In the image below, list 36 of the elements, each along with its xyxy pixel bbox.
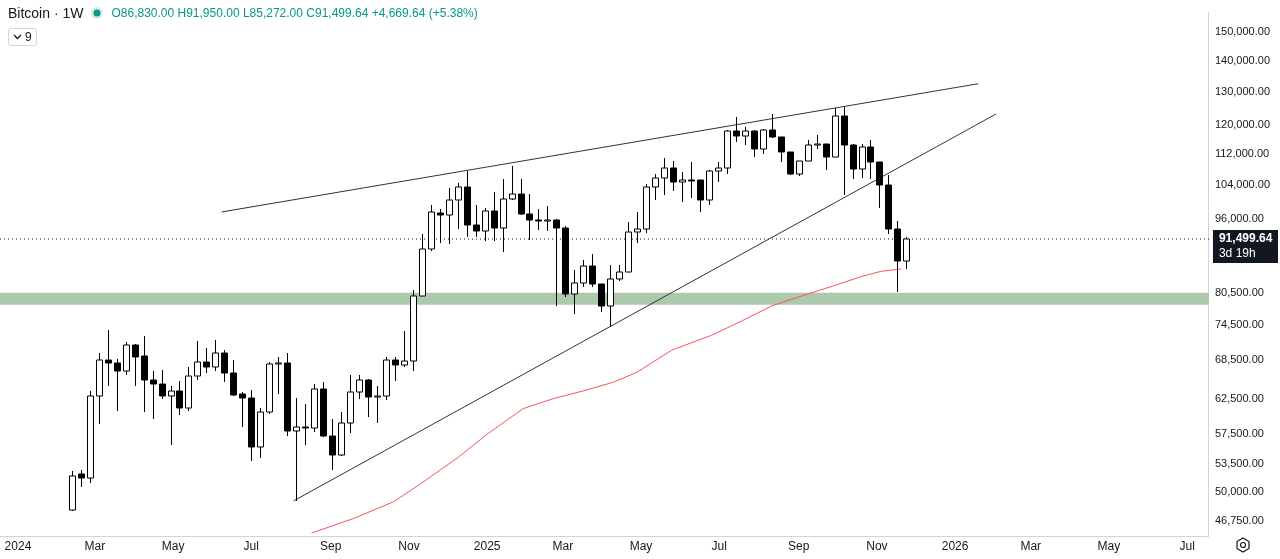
x-tick-label: Jul: [1179, 539, 1195, 554]
y-tick-label: 96,000.00: [1214, 211, 1264, 224]
x-tick-label: Mar: [1020, 539, 1042, 554]
annotation: 9: [25, 30, 32, 44]
chart-subtitle: O86,830.00 H91,950.00 L85,272.00 C91,499.64 +4,669.64 (+5.38%): [111, 6, 478, 20]
ref-line-label: 91,499.64: [1218, 231, 1273, 246]
x-tick-label: Jul: [243, 539, 259, 554]
x-tick-label: May: [161, 539, 185, 554]
x-tick-label: Mar: [552, 539, 574, 554]
text: 3d 19h: [1218, 246, 1256, 261]
y-tick-label: 140,000.00: [1214, 53, 1271, 66]
x-tick-label: Sep: [788, 539, 810, 554]
y-tick-label: 104,000.00: [1214, 178, 1271, 191]
y-tick-label: 68,500.00: [1214, 353, 1264, 366]
y-tick-label: 62,500.00: [1214, 391, 1264, 404]
x-tick-label: Mar: [84, 539, 106, 554]
x-tick-label: Sep: [320, 539, 342, 554]
y-tick-label: 53,500.00: [1214, 457, 1264, 470]
y-tick-label: 130,000.00: [1214, 84, 1271, 97]
x-tick-label: 2024: [4, 539, 32, 554]
y-tick-label: 150,000.00: [1214, 24, 1271, 37]
x-tick-label: May: [1097, 539, 1121, 554]
x-tick-label: May: [629, 539, 653, 554]
x-tick-label: Nov: [866, 539, 888, 554]
chart-title: Bitcoin · 1W: [8, 5, 84, 21]
x-tick-label: Jul: [711, 539, 727, 554]
x-tick-label: 2026: [941, 539, 969, 554]
y-tick-label: 46,750.00: [1214, 513, 1264, 526]
y-tick-label: 74,500.00: [1214, 318, 1264, 331]
y-tick-label: 80,500.00: [1214, 285, 1264, 298]
y-tick-label: 50,000.00: [1214, 485, 1264, 498]
x-tick-label: Nov: [398, 539, 420, 554]
y-tick-label: 57,500.00: [1214, 426, 1264, 439]
x-tick-label: 2025: [473, 539, 501, 554]
y-tick-label: 112,000.00: [1214, 147, 1270, 160]
y-tick-label: 120,000.00: [1214, 118, 1271, 131]
